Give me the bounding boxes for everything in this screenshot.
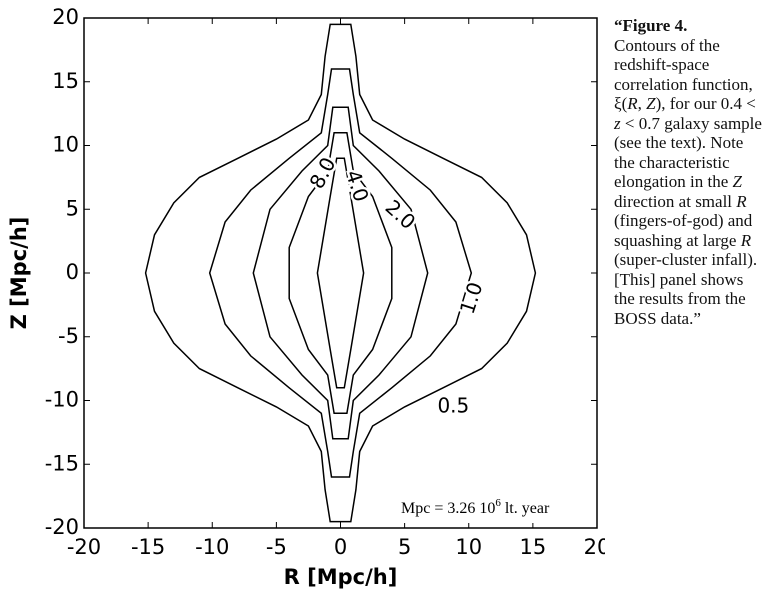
annotation: Mpc = 3.26 106 lt. year [396, 495, 594, 523]
x-axis-label: R [Mpc/h] [284, 565, 398, 589]
y-tick-label: 10 [52, 133, 79, 157]
x-tick-label: 15 [520, 535, 547, 559]
y-axis-label: Z [Mpc/h] [7, 217, 31, 330]
caption-text: , [637, 94, 647, 113]
caption-text: Contours of the redshift-space correlati… [614, 35, 753, 114]
x-tick-label: 5 [398, 535, 411, 559]
contour-label: 8.0 [304, 153, 340, 192]
y-tick-label: -5 [58, 324, 79, 348]
annotation-text: Mpc = 3.26 106 lt. year [401, 497, 550, 517]
caption-text: R [736, 191, 747, 211]
contour-label: 2.0 [381, 195, 421, 234]
caption-text: Z [732, 172, 742, 191]
y-tick-label: 0 [66, 260, 79, 284]
y-tick-label: -20 [45, 515, 79, 539]
caption-text: Z [646, 94, 656, 113]
caption-text: “Figure 4. [614, 16, 688, 35]
x-tick-label: 10 [455, 535, 482, 559]
contour-label: 0.5 [437, 393, 469, 417]
caption-text: ), for our 0.4 < [655, 94, 756, 113]
contour-line [316, 157, 365, 389]
caption: “Figure 4. Contours of the redshift-space… [614, 16, 764, 328]
annotation-part: Mpc = 3.26 10 [401, 500, 495, 517]
y-tick-label: 15 [52, 69, 79, 93]
y-tick-label: 20 [52, 5, 79, 29]
x-tick-label: -20 [67, 535, 101, 559]
x-tick-label: -15 [131, 535, 165, 559]
caption-text: (fingers-of-god) and squashing at large [614, 211, 753, 250]
x-tick-label: 0 [334, 535, 347, 559]
x-tick-label: -10 [195, 535, 229, 559]
x-tick-label: 20 [584, 535, 605, 559]
annotation-part: lt. year [501, 500, 550, 517]
contour-line [208, 68, 473, 478]
plot-frame [83, 17, 598, 529]
annotation-box [396, 495, 594, 523]
x-tick-label: -5 [266, 535, 287, 559]
y-tick-label: 5 [66, 196, 79, 220]
caption-text: direction at small [614, 191, 737, 211]
contour-line [288, 132, 393, 415]
contour-line [252, 106, 429, 440]
caption-text: z [614, 113, 621, 133]
contour-line [144, 23, 537, 523]
y-tick-label: -15 [45, 451, 79, 475]
contour-label: 4.0 [341, 167, 374, 205]
contour-label: 1.0 [455, 279, 488, 317]
caption-text: < 0.7 galaxy sample (see the text). Note… [614, 113, 762, 192]
chart: -20 -15 -10 -5 0 5 10 15 20 -20 -15 -10 -5 0 5 10 15 20 R … [7, 5, 605, 589]
caption-text: R [627, 94, 638, 113]
caption-text: (super-cluster infall). [This] panel sho… [614, 250, 758, 328]
annotation-part: 6 [495, 497, 501, 509]
caption-text: R [740, 230, 752, 250]
y-tick-label: -10 [45, 388, 79, 412]
